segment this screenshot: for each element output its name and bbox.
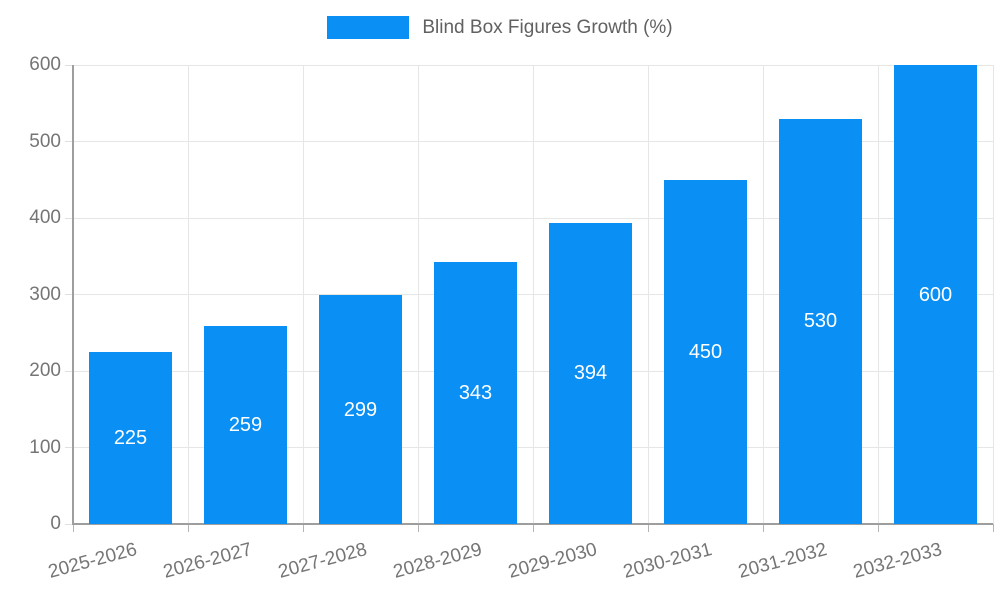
x-gridline	[187, 65, 189, 524]
x-tick-mark	[417, 524, 419, 532]
y-tick-label: 400	[29, 207, 61, 228]
x-tick-mark	[302, 524, 304, 532]
x-gridline	[417, 65, 419, 524]
bar	[434, 261, 517, 524]
x-tick-label: 2025-2026	[45, 539, 139, 583]
y-tick-mark	[65, 64, 73, 66]
bar-value-label: 225	[113, 426, 148, 449]
bar-value-label: 343	[458, 381, 493, 404]
x-tick-mark	[992, 524, 994, 532]
x-gridline	[302, 65, 304, 524]
x-axis-line	[72, 523, 993, 525]
x-gridline	[762, 65, 764, 524]
y-tick-label: 0	[50, 513, 61, 534]
bar	[664, 179, 747, 524]
x-gridline	[532, 65, 534, 524]
y-tick-label: 300	[29, 283, 61, 305]
x-tick-mark	[72, 524, 74, 532]
bar	[89, 351, 172, 524]
legend-swatch	[327, 16, 410, 39]
y-tick-mark	[65, 370, 73, 372]
x-tick-mark	[877, 524, 879, 532]
y-axis-line	[72, 65, 74, 524]
bar	[779, 118, 862, 524]
y-tick-mark	[65, 447, 73, 448]
y-tick-label: 100	[29, 436, 61, 458]
x-gridline	[647, 65, 649, 524]
bar-value-label: 299	[343, 398, 378, 421]
y-tick-mark	[65, 141, 73, 142]
x-tick-label: 2031-2032	[735, 539, 829, 583]
y-tick-label: 600	[29, 54, 61, 75]
x-tick-label: 2028-2029	[390, 539, 484, 583]
y-tick-label: 500	[29, 130, 61, 152]
x-tick-label: 2030-2031	[620, 539, 714, 583]
x-tick-label: 2027-2028	[275, 539, 369, 583]
y-tick-mark	[65, 523, 73, 525]
bar-value-label: 600	[918, 283, 953, 306]
bar-value-label: 450	[688, 340, 723, 363]
legend-item[interactable]: Blind Box Figures Growth (%)	[0, 16, 1000, 39]
bar	[549, 222, 632, 524]
y-tick-mark	[65, 294, 73, 295]
x-tick-label: 2026-2027	[160, 539, 254, 583]
bar	[204, 325, 287, 524]
x-tick-label: 2029-2030	[505, 539, 599, 583]
x-tick-mark	[762, 524, 764, 532]
legend-label: Blind Box Figures Growth (%)	[422, 16, 673, 38]
x-tick-label: 2032-2033	[850, 539, 944, 583]
y-tick-mark	[65, 217, 73, 219]
x-gridline	[992, 65, 994, 524]
y-tick-label: 200	[29, 360, 61, 381]
x-tick-mark	[187, 524, 189, 532]
bar	[894, 65, 977, 524]
x-tick-mark	[647, 524, 649, 532]
bar	[319, 295, 402, 524]
x-tick-mark	[532, 524, 534, 532]
bar-value-label: 259	[228, 413, 263, 436]
bar-value-label: 530	[803, 310, 838, 333]
x-gridline	[877, 65, 879, 524]
bar-value-label: 394	[573, 362, 608, 385]
